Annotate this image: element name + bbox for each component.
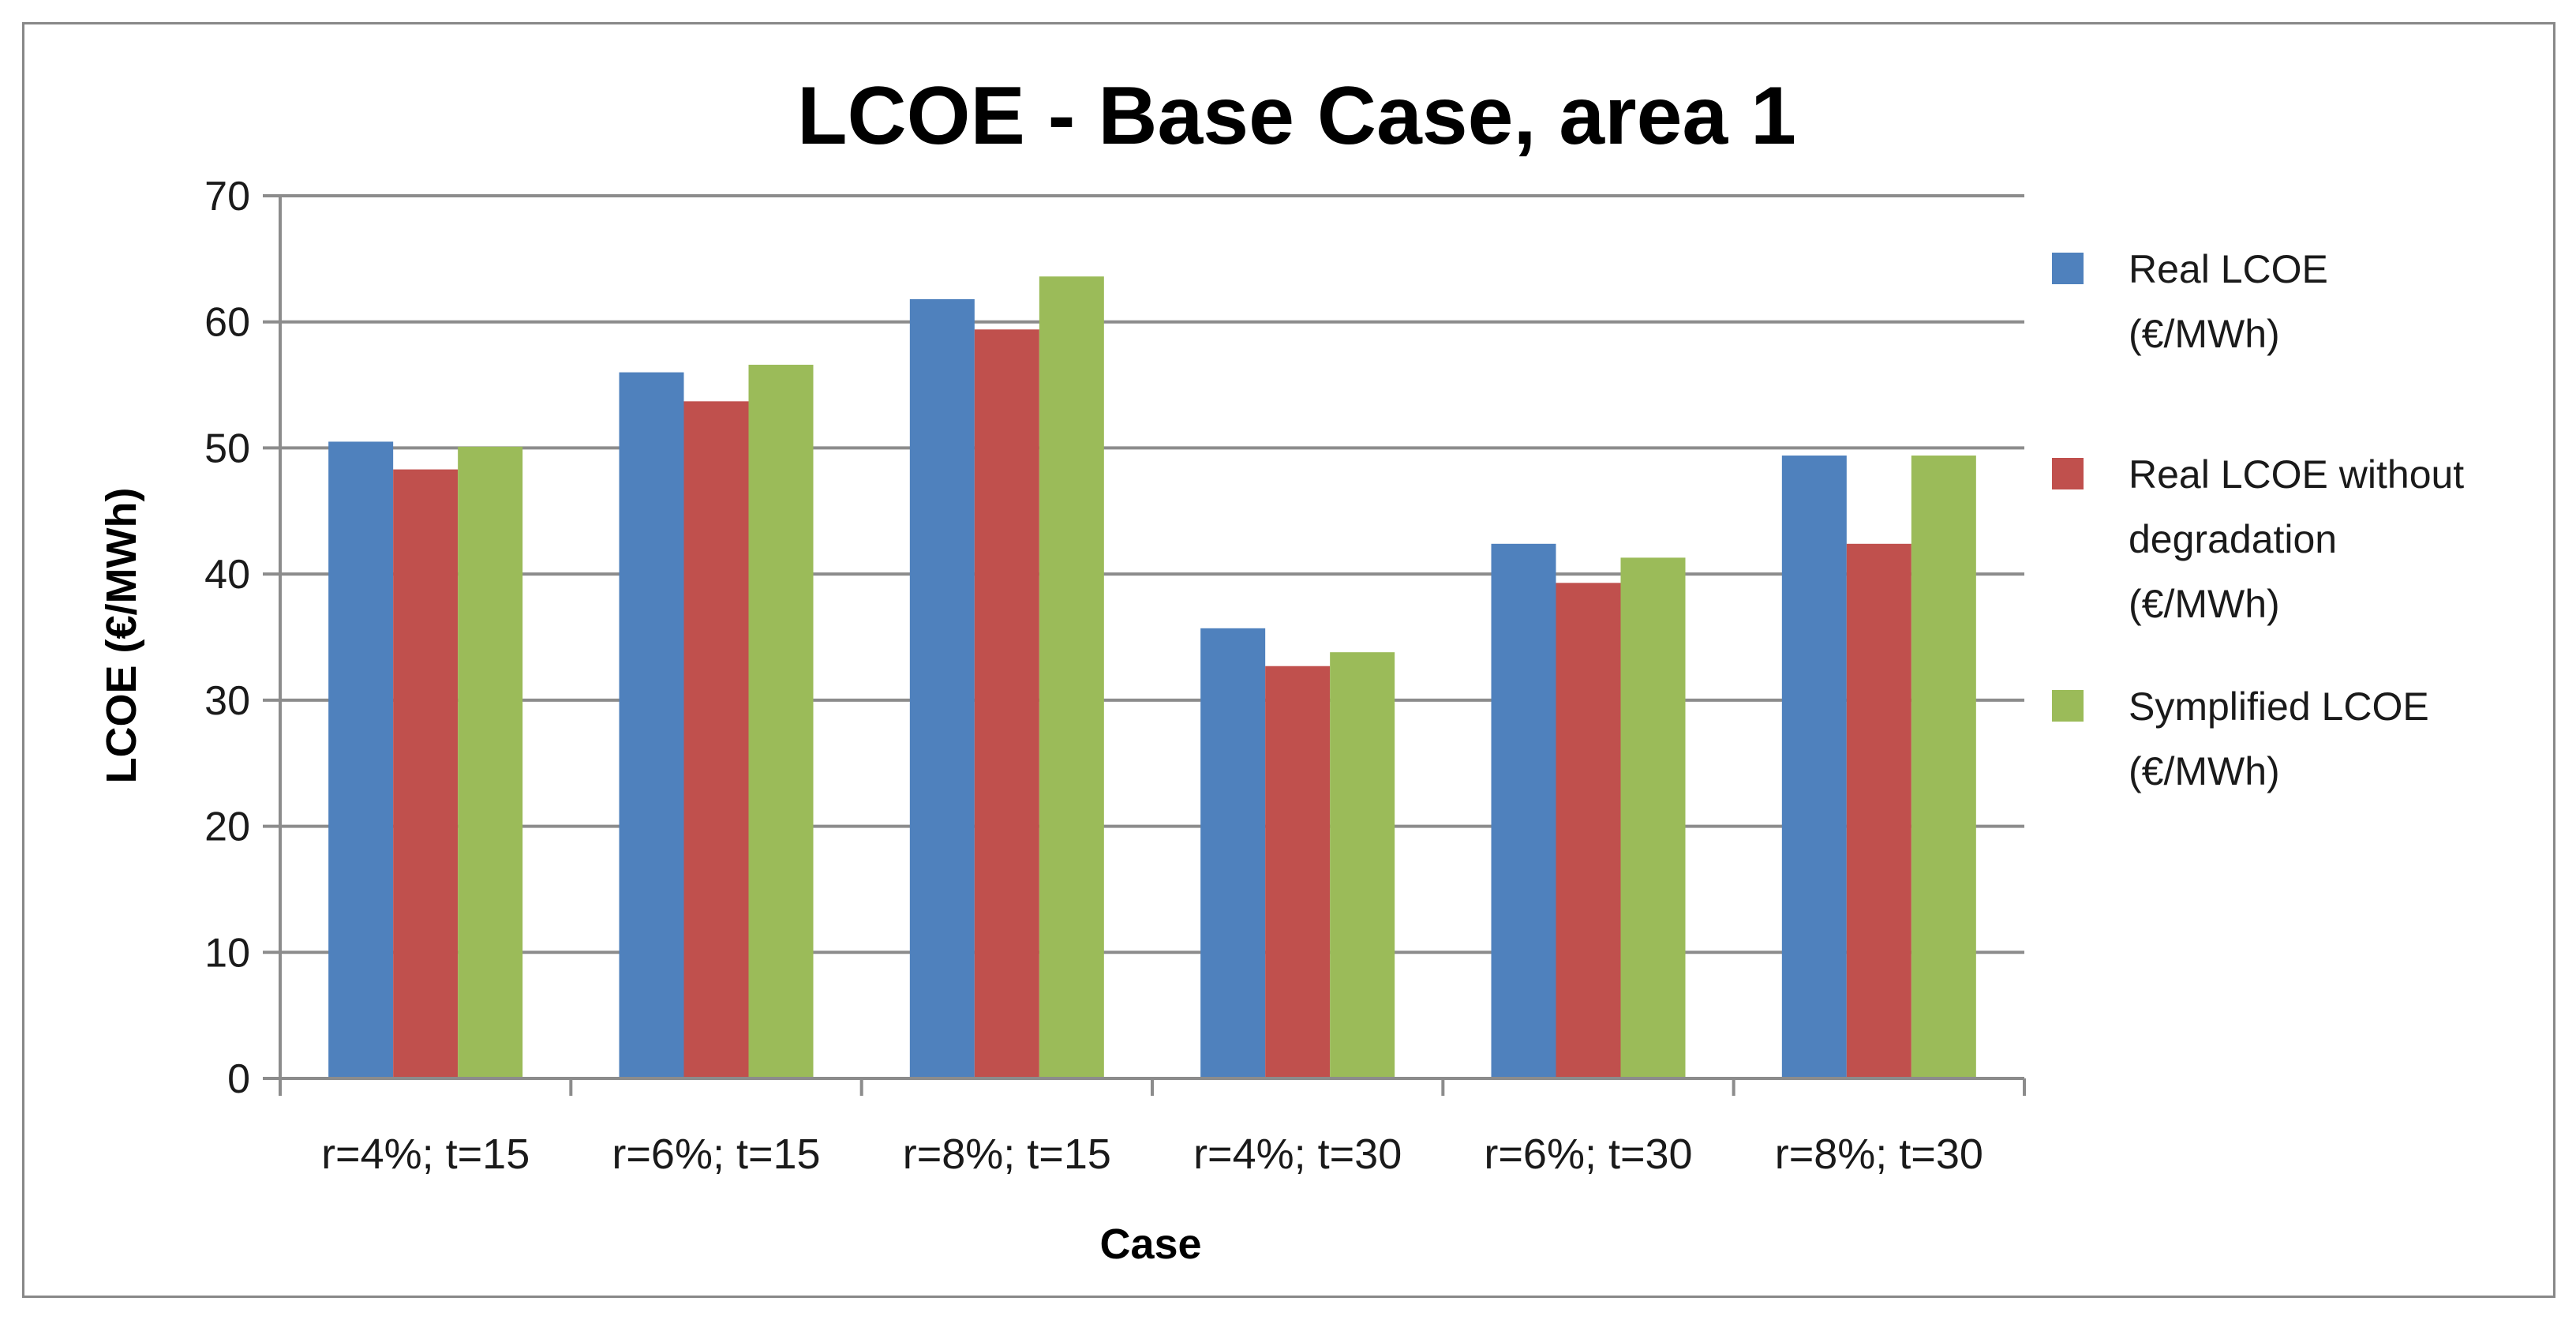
bar-2-5 [1556,583,1621,1078]
bar-3-5 [1620,557,1686,1078]
bar-2-2 [683,401,749,1078]
y-axis-title: LCOE (€/MWh) [98,488,145,784]
legend-label-2: degradation [2129,517,2337,561]
x-category-labels: r=4%; t=15 r=6%; t=15 r=8%; t=15 r=4%; t=30… [321,1131,1983,1178]
y-tick-label: 40 [204,552,250,598]
bar-3-3 [1039,276,1104,1078]
chart-title: LCOE - Base Case, area 1 [797,70,1796,162]
y-tick-label: 30 [204,678,250,724]
x-category-label: r=8%; t=15 [903,1131,1111,1178]
x-category-label: r=6%; t=15 [612,1131,820,1178]
x-category-label: r=8%; t=30 [1775,1131,1983,1178]
legend-label-3: (€/MWh) [2129,749,2280,793]
bars [328,276,1976,1079]
y-tick-labels: 0 10 20 30 40 50 60 70 [204,174,250,1102]
x-axis-title: Case [1099,1221,1201,1268]
bar-1-3 [909,298,975,1079]
bar-1-1 [328,441,394,1078]
bar-1-2 [619,372,684,1079]
y-tick-label: 70 [204,174,250,219]
bar-2-3 [974,329,1039,1079]
axes [279,196,2026,1096]
bar-3-1 [458,446,523,1078]
legend-label-2: Real LCOE without [2129,452,2464,497]
y-tick-label: 10 [204,930,250,976]
bar-2-6 [1846,543,1911,1078]
y-tick-label: 0 [227,1056,250,1102]
legend-label-3: Symplified LCOE [2129,684,2429,729]
bar-1-5 [1491,543,1556,1078]
gridlines [263,194,2024,1080]
bar-3-6 [1911,456,1976,1078]
legend-swatch-2 [2052,458,2084,489]
y-tick-label: 20 [204,804,250,850]
legend: Real LCOE (€/MWh) Real LCOE without degrada… [2052,247,2464,793]
x-category-label: r=4%; t=30 [1193,1131,1402,1178]
legend-swatch-1 [2052,253,2084,284]
y-tick-label: 50 [204,426,250,471]
bar-2-1 [393,469,459,1078]
bar-3-4 [1330,652,1395,1078]
bar-3-2 [748,365,814,1078]
y-tick-label: 60 [204,300,250,346]
x-category-label: r=4%; t=15 [321,1131,530,1178]
bar-1-4 [1200,628,1266,1078]
legend-label-1: (€/MWh) [2129,312,2280,356]
legend-label-2: (€/MWh) [2129,582,2280,626]
legend-swatch-3 [2052,690,2084,722]
bar-2-4 [1265,666,1331,1078]
x-category-label: r=6%; t=30 [1484,1131,1692,1178]
bar-1-6 [1781,456,1847,1078]
legend-label-1: Real LCOE [2129,247,2328,291]
